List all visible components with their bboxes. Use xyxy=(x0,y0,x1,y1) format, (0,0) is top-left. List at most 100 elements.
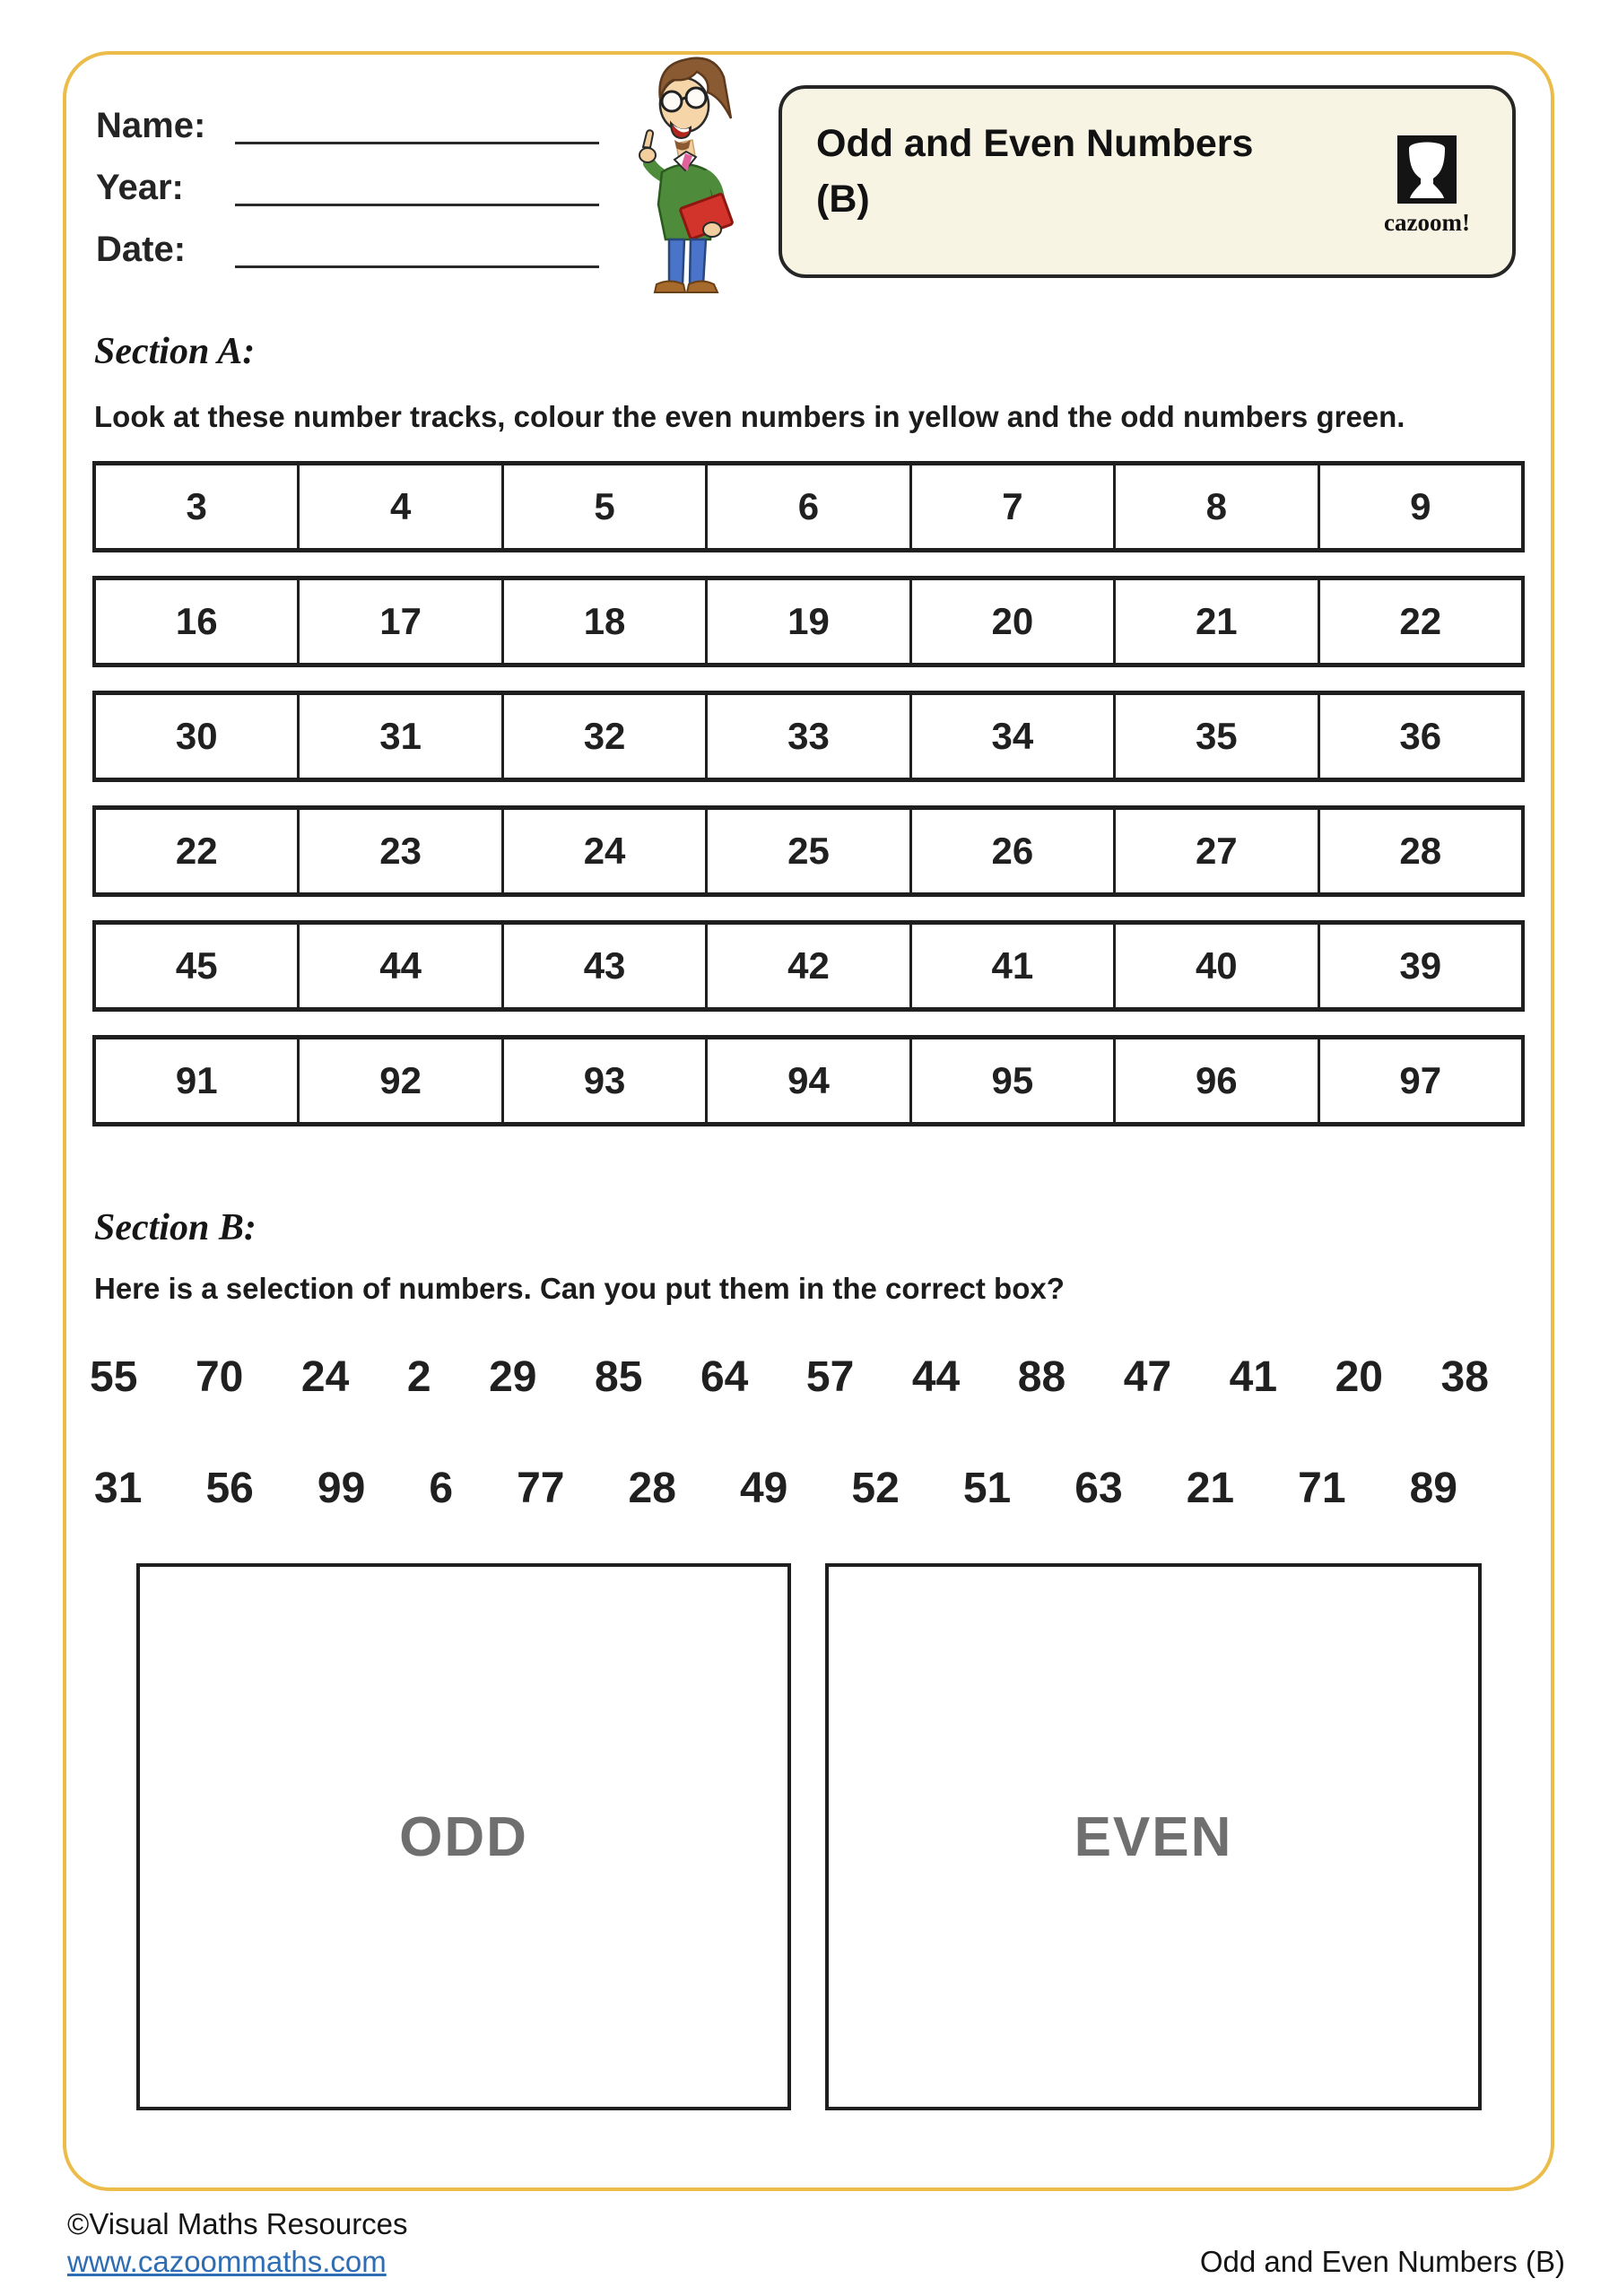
track-cell[interactable]: 17 xyxy=(297,580,500,663)
track-cell[interactable]: 32 xyxy=(500,695,705,778)
track-cell[interactable]: 7 xyxy=(909,465,1113,548)
website-link[interactable]: www.cazoommaths.com xyxy=(67,2245,387,2278)
selection-number: 99 xyxy=(317,1465,366,1512)
track-cell[interactable]: 41 xyxy=(909,925,1113,1007)
worksheet-title: Odd and Even Numbers (B) xyxy=(816,116,1253,227)
track-cell[interactable]: 23 xyxy=(297,810,500,892)
track-cell[interactable]: 96 xyxy=(1113,1039,1317,1122)
teacher-cartoon-illustration xyxy=(639,57,734,293)
title-line-1: Odd and Even Numbers xyxy=(816,122,1254,165)
track-cell[interactable]: 18 xyxy=(500,580,705,663)
name-field[interactable] xyxy=(235,142,599,144)
selection-number: 24 xyxy=(300,1353,350,1401)
selection-number: 55 xyxy=(90,1353,138,1401)
odd-box-label: ODD xyxy=(399,1805,528,1868)
even-numbers-box[interactable]: EVEN xyxy=(825,1563,1482,2110)
track-cell[interactable]: 93 xyxy=(500,1039,705,1122)
track-cell[interactable]: 34 xyxy=(909,695,1113,778)
selection-number: 52 xyxy=(851,1465,900,1512)
track-cell[interactable]: 5 xyxy=(500,465,705,548)
selection-number: 44 xyxy=(911,1353,961,1401)
track-cell[interactable]: 35 xyxy=(1113,695,1317,778)
even-box-label: EVEN xyxy=(1074,1805,1233,1868)
number-track-row-2: 16 17 18 19 20 21 22 xyxy=(92,576,1525,667)
selection-numbers-row-2: 31 56 99 6 77 28 49 52 51 63 21 71 89 xyxy=(94,1464,1457,1513)
track-cell[interactable]: 97 xyxy=(1317,1039,1521,1122)
track-cell[interactable]: 19 xyxy=(705,580,909,663)
track-cell[interactable]: 39 xyxy=(1317,925,1521,1007)
section-b-heading: Section B: xyxy=(94,1207,257,1248)
track-cell[interactable]: 8 xyxy=(1113,465,1317,548)
name-label: Name: xyxy=(96,106,206,145)
selection-number: 38 xyxy=(1440,1353,1489,1401)
year-label: Year: xyxy=(96,168,184,207)
track-cell[interactable]: 45 xyxy=(175,944,218,987)
track-cell[interactable]: 21 xyxy=(1113,580,1317,663)
track-cell[interactable]: 40 xyxy=(1113,925,1317,1007)
track-cell[interactable]: 16 xyxy=(175,600,218,642)
selection-number: 31 xyxy=(94,1465,143,1512)
track-cell[interactable]: 91 xyxy=(175,1059,218,1101)
track-cell[interactable]: 9 xyxy=(1317,465,1521,548)
selection-number: 89 xyxy=(1409,1465,1457,1512)
selection-number: 41 xyxy=(1229,1353,1278,1401)
track-cell[interactable]: 92 xyxy=(297,1039,500,1122)
number-track-row-6: 91 92 93 94 95 96 97 xyxy=(92,1035,1525,1126)
cazoom-logo: cazoom! xyxy=(1369,135,1485,237)
selection-number: 49 xyxy=(739,1465,788,1512)
selection-number: 20 xyxy=(1335,1353,1383,1401)
copyright-text: ©Visual Maths Resources xyxy=(67,2207,408,2240)
selection-number: 88 xyxy=(1017,1353,1066,1401)
track-cell[interactable]: 25 xyxy=(705,810,909,892)
selection-number: 70 xyxy=(195,1353,244,1401)
track-cell[interactable]: 26 xyxy=(909,810,1113,892)
title-line-2: (B) xyxy=(816,178,870,221)
track-cell[interactable]: 31 xyxy=(297,695,500,778)
cazoom-drum-icon xyxy=(1397,135,1457,204)
section-a-heading: Section A: xyxy=(94,331,256,372)
track-cell[interactable]: 43 xyxy=(500,925,705,1007)
number-track-row-5: 45 44 43 42 41 40 39 xyxy=(92,920,1525,1012)
track-cell[interactable]: 3 xyxy=(186,485,207,527)
selection-number: 28 xyxy=(628,1465,676,1512)
selection-number: 56 xyxy=(205,1465,254,1512)
selection-number: 29 xyxy=(489,1353,537,1401)
selection-number: 6 xyxy=(429,1465,454,1512)
track-cell[interactable]: 42 xyxy=(705,925,909,1007)
selection-number: 63 xyxy=(1074,1465,1123,1512)
section-a-instruction: Look at these number tracks, colour the … xyxy=(94,400,1405,433)
track-cell[interactable]: 33 xyxy=(705,695,909,778)
track-cell[interactable]: 44 xyxy=(297,925,500,1007)
track-cell[interactable]: 22 xyxy=(1317,580,1521,663)
track-cell[interactable]: 27 xyxy=(1113,810,1317,892)
section-b-instruction: Here is a selection of numbers. Can you … xyxy=(94,1272,1065,1305)
number-track-row-3: 30 31 32 33 34 35 36 xyxy=(92,691,1525,782)
track-cell[interactable]: 95 xyxy=(909,1039,1113,1122)
track-cell[interactable]: 94 xyxy=(705,1039,909,1122)
cazoom-logo-text: cazoom! xyxy=(1384,209,1470,236)
date-label: Date: xyxy=(96,230,187,269)
selection-numbers-row-1: 55 70 24 2 29 85 64 57 44 88 47 41 20 38 xyxy=(90,1352,1489,1402)
date-field[interactable] xyxy=(235,265,599,268)
track-cell[interactable]: 24 xyxy=(500,810,705,892)
odd-numbers-box[interactable]: ODD xyxy=(136,1563,791,2110)
track-cell[interactable]: 28 xyxy=(1317,810,1521,892)
selection-number: 57 xyxy=(805,1353,855,1401)
track-cell[interactable]: 20 xyxy=(909,580,1113,663)
page-border xyxy=(63,51,1554,2191)
track-cell[interactable]: 30 xyxy=(175,715,218,757)
selection-number: 85 xyxy=(595,1353,643,1401)
year-field[interactable] xyxy=(235,204,599,206)
selection-number: 71 xyxy=(1298,1465,1346,1512)
selection-number: 51 xyxy=(962,1465,1012,1512)
track-cell[interactable]: 4 xyxy=(297,465,500,548)
selection-number: 77 xyxy=(517,1465,565,1512)
selection-number: 21 xyxy=(1186,1465,1235,1512)
track-cell[interactable]: 36 xyxy=(1317,695,1521,778)
track-cell[interactable]: 6 xyxy=(705,465,909,548)
worksheet-title-box: Odd and Even Numbers (B) cazoom! xyxy=(779,85,1516,278)
selection-number: 2 xyxy=(406,1353,431,1401)
selection-number: 47 xyxy=(1123,1353,1172,1401)
number-track-row-4: 22 23 24 25 26 27 28 xyxy=(92,805,1525,897)
track-cell[interactable]: 22 xyxy=(175,830,218,872)
